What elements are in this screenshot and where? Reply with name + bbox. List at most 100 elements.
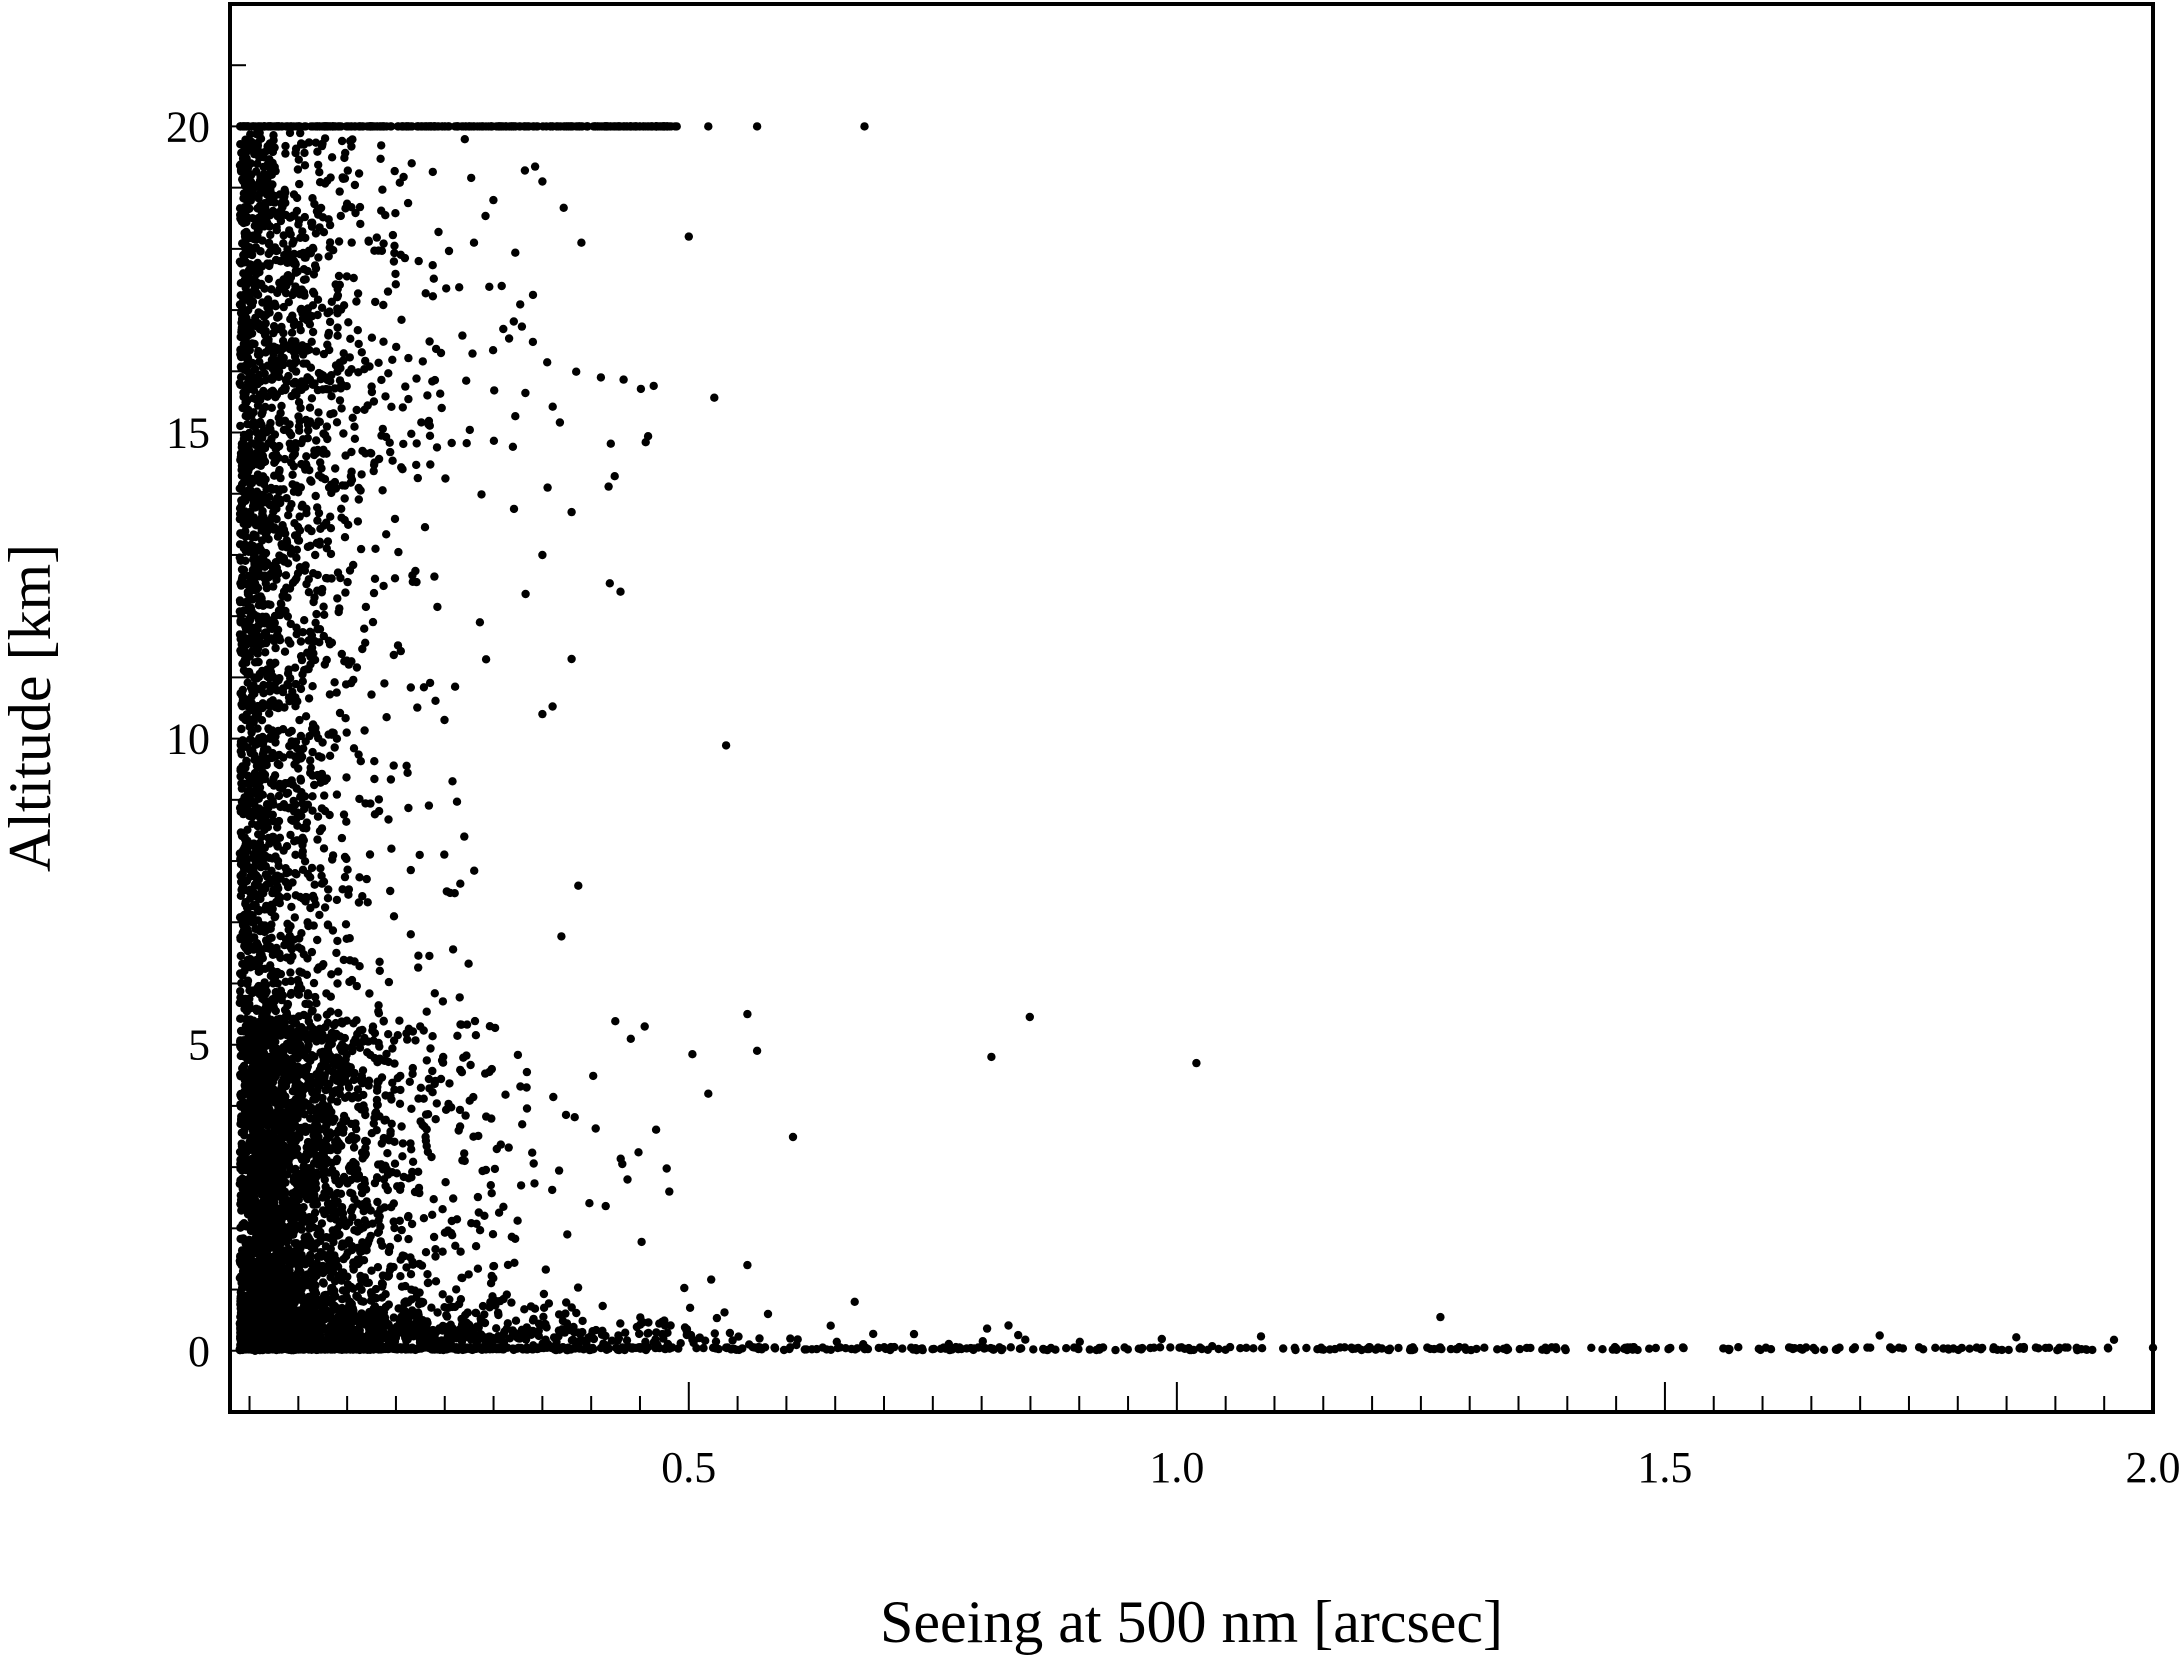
data-point	[325, 238, 335, 247]
data-point	[428, 1066, 437, 1076]
data-point	[356, 1271, 365, 1281]
data-point	[405, 1077, 414, 1087]
data-point	[492, 1324, 501, 1333]
data-point	[955, 1343, 964, 1352]
data-point	[529, 1341, 538, 1350]
data-point	[909, 1329, 919, 1339]
data-point	[711, 1337, 721, 1346]
data-point	[659, 1334, 668, 1343]
data-point	[452, 1285, 461, 1294]
data-point	[372, 1086, 382, 1095]
data-point	[800, 1345, 809, 1354]
data-point	[1025, 1012, 1035, 1022]
data-point	[720, 1308, 729, 1317]
data-point	[2082, 1345, 2091, 1355]
data-point	[508, 1329, 518, 1338]
data-point	[1039, 1345, 1049, 1354]
data-point	[464, 1270, 473, 1279]
data-point	[318, 1099, 328, 1109]
data-point	[411, 1036, 420, 1045]
data-point	[353, 1218, 363, 1228]
data-point	[334, 237, 344, 246]
data-point	[504, 1143, 513, 1152]
data-point	[1678, 1343, 1688, 1352]
data-point	[1051, 1345, 1060, 1354]
data-point	[651, 1125, 661, 1134]
data-point	[898, 1344, 907, 1353]
data-point	[640, 1022, 649, 1031]
data-point	[461, 122, 470, 131]
data-point	[660, 1321, 670, 1330]
data-point	[438, 1290, 447, 1299]
data-point	[1006, 1343, 1015, 1352]
data-point	[334, 271, 344, 281]
data-point	[371, 1284, 381, 1294]
data-point	[516, 1331, 525, 1340]
data-point	[602, 1341, 611, 1350]
data-point	[494, 1310, 503, 1320]
data-point	[389, 1313, 398, 1322]
data-point	[1279, 1344, 1288, 1353]
data-point	[1021, 1335, 1030, 1344]
data-point	[502, 1290, 511, 1299]
data-point	[689, 1338, 698, 1348]
data-point	[396, 1272, 405, 1281]
data-point	[907, 1343, 916, 1352]
data-point	[1502, 1345, 1512, 1355]
data-point	[360, 1216, 369, 1225]
data-point	[658, 122, 668, 131]
data-point	[415, 1288, 424, 1297]
data-point	[320, 1071, 329, 1080]
data-point	[847, 1344, 856, 1354]
data-point	[340, 1117, 349, 1126]
data-point	[638, 1318, 648, 1327]
data-point	[486, 1181, 495, 1190]
data-point	[723, 1343, 732, 1352]
data-point	[1664, 1345, 1673, 1354]
data-point	[287, 1318, 297, 1328]
data-point	[445, 1079, 454, 1088]
data-point	[395, 1216, 404, 1226]
data-point	[384, 1247, 394, 1257]
data-point	[382, 1049, 391, 1059]
data-point	[1225, 1342, 1235, 1352]
data-point	[421, 1248, 431, 1257]
data-point	[384, 1030, 393, 1039]
data-point	[353, 1227, 362, 1236]
data-point	[676, 1339, 685, 1348]
data-point	[2044, 1343, 2054, 1353]
data-point	[456, 1324, 465, 1334]
data-point	[634, 1148, 643, 1157]
data-point	[548, 1185, 557, 1195]
data-point	[365, 850, 375, 859]
data-point	[1819, 1345, 1829, 1355]
data-point	[626, 1034, 635, 1044]
data-point	[406, 930, 415, 939]
data-point	[688, 1050, 697, 1059]
data-point	[265, 122, 274, 131]
data-point	[360, 726, 369, 735]
data-point	[890, 1342, 899, 1352]
data-point	[462, 1318, 471, 1328]
data-point	[447, 1334, 457, 1343]
data-point	[331, 1018, 340, 1028]
data-point	[1978, 1343, 1987, 1353]
data-point	[1914, 1343, 1924, 1352]
data-point	[338, 1128, 348, 1137]
data-point	[560, 122, 570, 131]
data-point	[414, 1167, 423, 1177]
data-point	[367, 1266, 376, 1275]
data-point	[393, 1234, 403, 1243]
data-point	[1423, 1343, 1432, 1352]
data-point	[652, 122, 662, 131]
data-point	[489, 1261, 499, 1271]
data-point	[2063, 1343, 2072, 1352]
data-point	[368, 1026, 377, 1035]
data-point	[478, 122, 488, 131]
data-point	[359, 1223, 368, 1232]
data-point	[368, 1219, 377, 1228]
data-point	[401, 1319, 410, 1328]
data-point	[1493, 1345, 1502, 1354]
data-point	[404, 1211, 413, 1221]
data-point	[1645, 1344, 1654, 1353]
